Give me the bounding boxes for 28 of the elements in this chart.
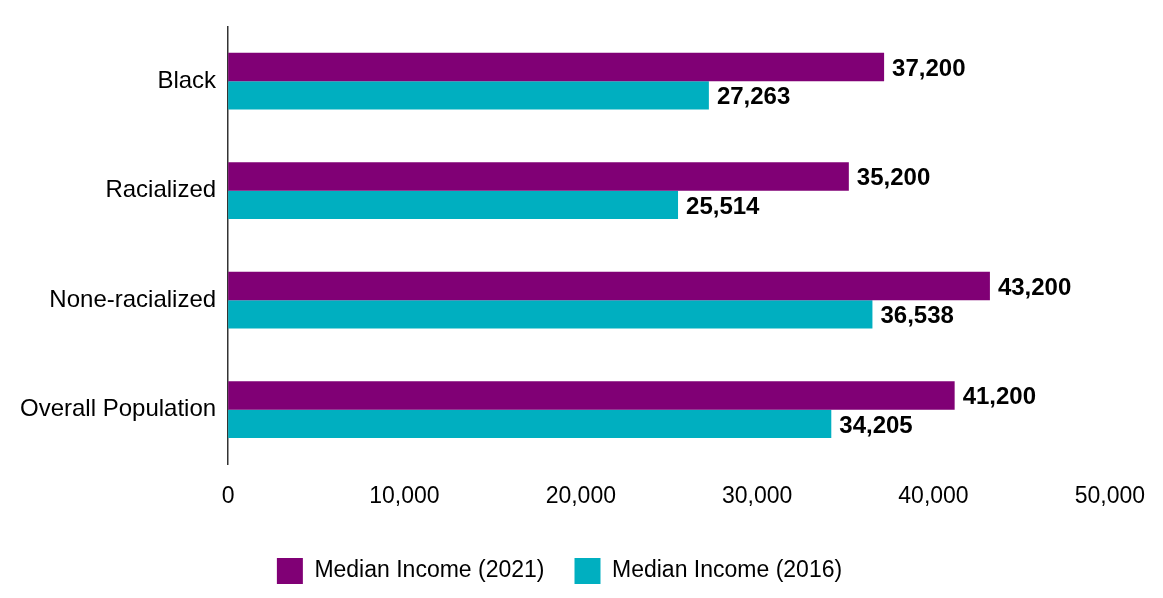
bar [228, 162, 849, 191]
data-label: 36,538 [880, 301, 954, 329]
bar [228, 271, 990, 301]
bar [228, 300, 873, 329]
y-tick-label: Racialized [105, 175, 217, 203]
x-tick-label: 0 [221, 481, 235, 508]
legend-label: Median Income (2021) [314, 556, 545, 583]
legend-label: Median Income (2016) [612, 556, 843, 583]
y-tick-label: Black [157, 65, 218, 93]
bar [228, 52, 885, 82]
x-tick-label: 10,000 [369, 481, 440, 508]
data-label: 27,263 [716, 82, 791, 110]
y-tick-label: None-racialized [49, 284, 217, 312]
x-tick-label: 30,000 [721, 481, 793, 508]
data-label: 43,200 [997, 272, 1072, 300]
data-label: 37,200 [892, 53, 966, 81]
y-tick-label: Overall Population [19, 394, 217, 422]
bar [228, 381, 955, 410]
bar [228, 81, 709, 110]
x-tick-label: 20,000 [545, 481, 616, 508]
bar [228, 409, 832, 439]
x-tick-label: 40,000 [898, 481, 969, 508]
x-tick-label: 50,000 [1074, 481, 1146, 508]
data-label: 34,205 [839, 410, 913, 438]
data-label: 35,200 [856, 163, 931, 191]
data-label: 25,514 [686, 191, 761, 219]
data-label: 41,200 [962, 382, 1037, 410]
bar [228, 190, 679, 220]
